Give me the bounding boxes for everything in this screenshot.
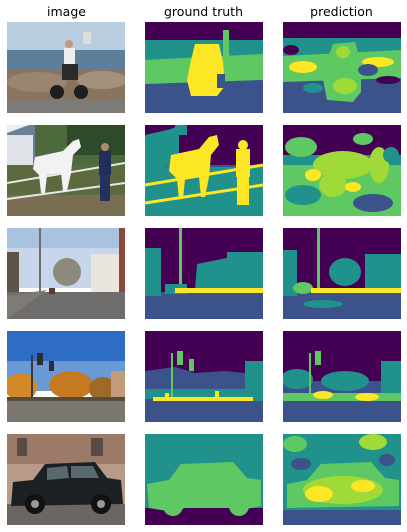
prediction-cell-2: [283, 125, 401, 216]
prediction-cell-5: [283, 434, 401, 525]
ground-truth-mask-2: [145, 125, 263, 216]
photo-motorbike: [7, 22, 125, 113]
ground-truth-cell-3: [145, 228, 263, 319]
image-cell-2: [7, 125, 125, 216]
prediction-cell-4: [283, 331, 401, 422]
photo-traffic-lights: [7, 331, 125, 422]
photo-suv: [7, 434, 125, 525]
prediction-mask-1: [283, 22, 401, 113]
prediction-cell-3: [283, 228, 401, 319]
image-cell-4: [7, 331, 125, 422]
prediction-cell-1: [283, 22, 401, 113]
prediction-mask-5: [283, 434, 401, 525]
ground-truth-mask-3: [145, 228, 263, 319]
ground-truth-cell-1: [145, 22, 263, 113]
ground-truth-mask-1: [145, 22, 263, 113]
ground-truth-cell-4: [145, 331, 263, 422]
image-cell-3: [7, 228, 125, 319]
ground-truth-mask-5: [145, 434, 263, 525]
ground-truth-cell-5: [145, 434, 263, 525]
column-title-image: image: [47, 4, 86, 19]
column-title-ground-truth: ground truth: [164, 4, 243, 19]
prediction-mask-3: [283, 228, 401, 319]
image-cell-5: [7, 434, 125, 525]
photo-horse: [7, 125, 125, 216]
column-title-prediction: prediction: [310, 4, 373, 19]
image-cell-1: [7, 22, 125, 113]
photo-street: [7, 228, 125, 319]
ground-truth-mask-4: [145, 331, 263, 422]
prediction-mask-4: [283, 331, 401, 422]
prediction-mask-2: [283, 125, 401, 216]
ground-truth-cell-2: [145, 125, 263, 216]
